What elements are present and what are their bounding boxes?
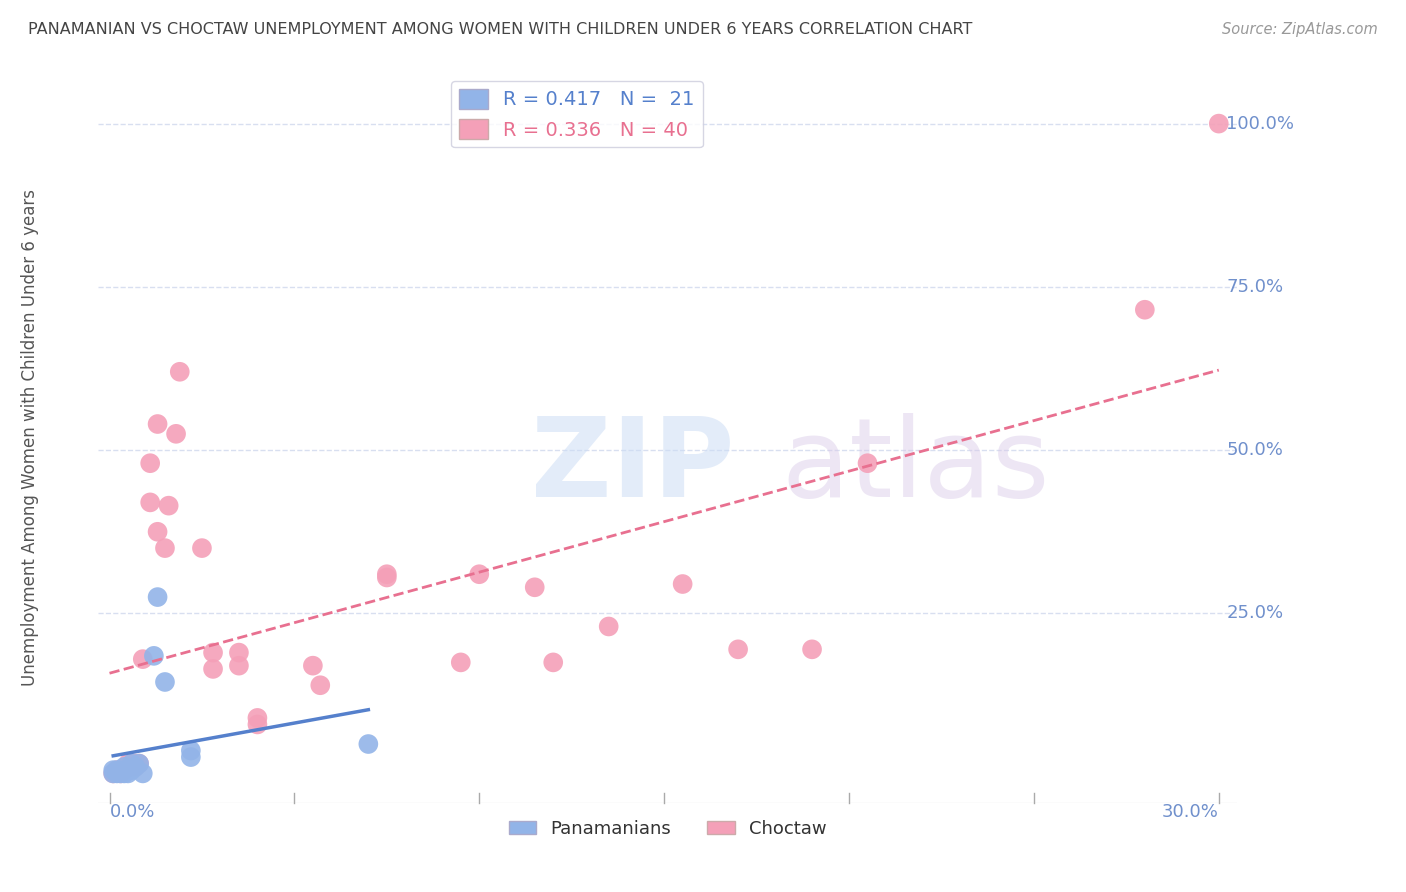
Point (117, 763, 139, 777)
Point (117, 756, 139, 771)
Point (132, 766, 155, 780)
Point (105, 763, 128, 777)
Point (468, 567, 491, 582)
Point (1133, 302, 1156, 317)
Point (727, 642, 749, 657)
Point (146, 524, 169, 539)
Point (124, 756, 146, 771)
Point (523, 580, 546, 594)
Text: 0.0%: 0.0% (110, 803, 155, 821)
Point (103, 766, 125, 780)
Point (228, 658, 250, 673)
Point (153, 675, 176, 690)
Point (110, 766, 132, 780)
Point (110, 763, 132, 777)
Point (191, 541, 214, 555)
Text: ZIP: ZIP (531, 413, 734, 520)
Point (105, 766, 128, 780)
Point (128, 756, 150, 771)
Point (121, 760, 143, 774)
Point (132, 652, 155, 666)
Point (103, 763, 125, 777)
Point (153, 541, 176, 555)
Point (357, 737, 380, 751)
Text: 100.0%: 100.0% (1226, 114, 1294, 133)
Point (246, 717, 269, 731)
Point (202, 662, 225, 676)
Point (139, 456, 162, 470)
Point (169, 365, 191, 379)
Point (121, 756, 143, 771)
Point (302, 658, 325, 673)
Point (146, 590, 169, 604)
Point (180, 743, 202, 757)
Point (142, 648, 165, 663)
Point (124, 760, 146, 774)
Point (598, 619, 620, 633)
Point (112, 760, 135, 774)
Point (672, 577, 695, 591)
Point (139, 495, 162, 509)
Point (228, 646, 250, 660)
Text: 75.0%: 75.0% (1226, 278, 1284, 296)
Point (541, 656, 564, 670)
Point (309, 678, 332, 692)
Legend: Panamanians, Choctaw: Panamanians, Choctaw (502, 813, 834, 845)
Point (112, 763, 135, 777)
Text: Source: ZipAtlas.com: Source: ZipAtlas.com (1222, 22, 1378, 37)
Text: Unemployment Among Women with Children Under 6 years: Unemployment Among Women with Children U… (21, 188, 39, 686)
Point (246, 711, 269, 725)
Point (117, 766, 139, 780)
Point (375, 567, 398, 582)
Point (801, 642, 824, 657)
Point (1208, 117, 1230, 131)
Point (146, 417, 169, 431)
Point (124, 760, 146, 774)
Point (450, 656, 472, 670)
Point (157, 499, 180, 513)
Point (375, 570, 398, 584)
Point (105, 763, 128, 777)
Point (202, 646, 225, 660)
Point (121, 763, 143, 777)
Point (128, 756, 150, 771)
Point (180, 750, 202, 764)
Point (112, 766, 135, 780)
Text: PANAMANIAN VS CHOCTAW UNEMPLOYMENT AMONG WOMEN WITH CHILDREN UNDER 6 YEARS CORRE: PANAMANIAN VS CHOCTAW UNEMPLOYMENT AMONG… (28, 22, 973, 37)
Text: atlas: atlas (782, 413, 1050, 520)
Point (165, 426, 187, 441)
Text: 30.0%: 30.0% (1161, 803, 1219, 821)
Point (856, 456, 879, 470)
Point (110, 766, 132, 780)
Text: 25.0%: 25.0% (1226, 605, 1284, 623)
Point (103, 766, 125, 780)
Text: 50.0%: 50.0% (1226, 442, 1284, 459)
